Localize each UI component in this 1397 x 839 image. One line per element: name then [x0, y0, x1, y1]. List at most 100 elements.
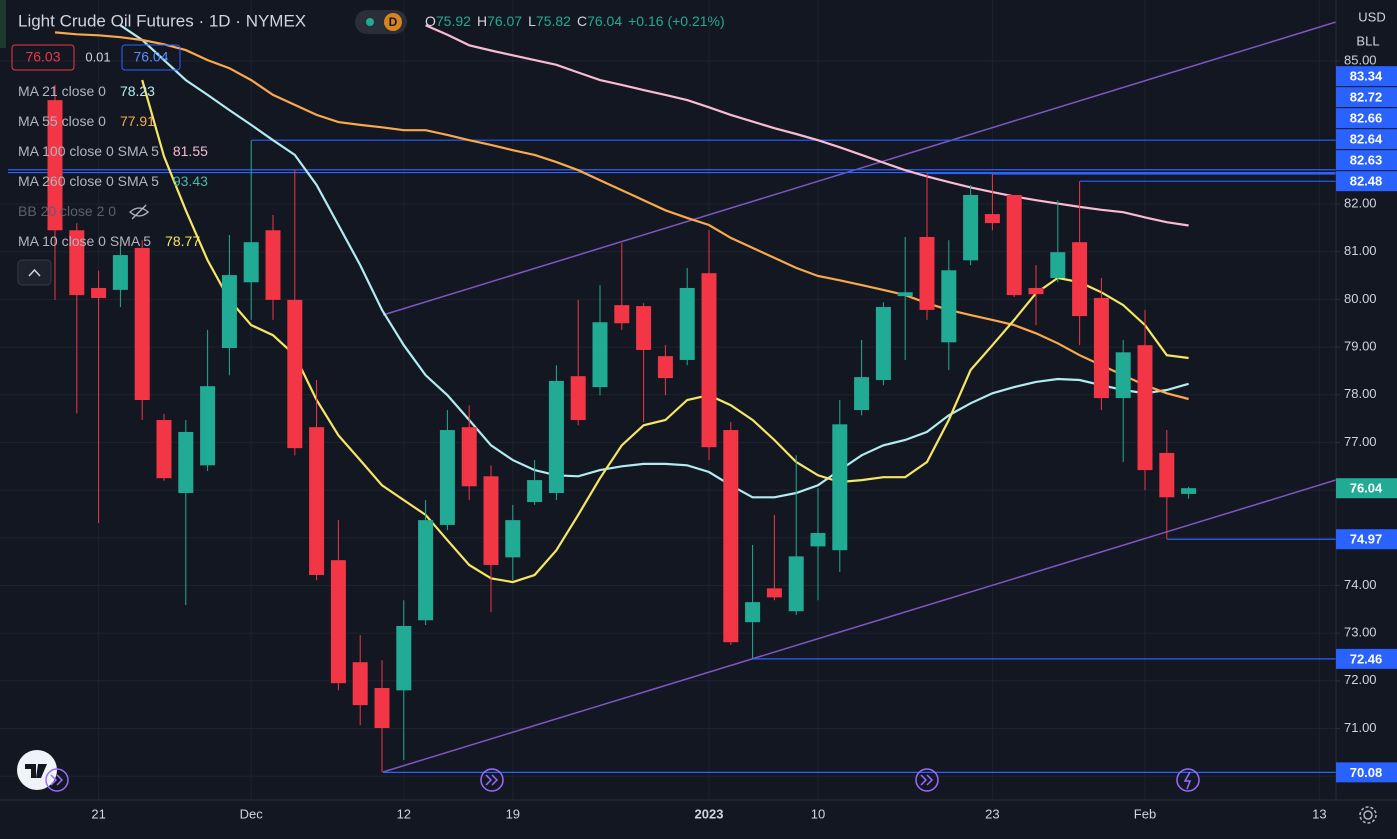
legend-label: MA 21 close 0: [18, 83, 106, 99]
legend-value: 77.91: [120, 113, 155, 129]
candle-body: [614, 305, 630, 324]
candle-body: [1050, 252, 1066, 278]
replay-icons[interactable]: [45, 768, 1200, 792]
legend-entry: BB 20 close 2 0: [18, 203, 116, 219]
price-label: 82.72: [1350, 90, 1383, 105]
price-label-bg: [1336, 87, 1397, 108]
ask-box[interactable]: [121, 44, 181, 71]
price-label: 82.66: [1350, 111, 1383, 126]
y-tick-label: 78.00: [1344, 386, 1377, 401]
candle-body: [178, 431, 194, 493]
candle-body: [657, 356, 673, 379]
price-label-bg: [1336, 66, 1397, 87]
candle-body: [112, 255, 128, 290]
candle-body: [984, 214, 1000, 224]
price-label-bg: [1336, 762, 1397, 783]
candle-body: [330, 560, 346, 684]
currency[interactable]: USD: [1358, 9, 1385, 24]
candle-body: [69, 230, 85, 296]
price-label: 83.34: [1350, 69, 1383, 84]
y-tick-label: 85.00: [1344, 52, 1377, 67]
legend-label: MA 100 close 0 SMA 5: [18, 143, 159, 159]
candle-body: [854, 377, 870, 411]
candle-body: [221, 275, 237, 349]
axes: 70.0071.0072.0073.0074.0075.0076.0077.00…: [91, 52, 1397, 821]
candle-body: [461, 427, 477, 487]
y-tick-label: 80.00: [1344, 291, 1377, 306]
trend-line: [382, 479, 1336, 773]
candle-body: [1028, 287, 1044, 295]
delay-badge: [384, 13, 402, 31]
plot-area: [8, 21, 1336, 773]
price-label-bg: [1336, 648, 1397, 669]
tv-logo[interactable]: [17, 750, 57, 790]
edge-marker: [0, 0, 6, 48]
y-tick-label: 71.00: [1344, 720, 1377, 735]
price-label-bg: [1336, 129, 1397, 150]
ma-line: [119, 24, 1189, 499]
candle-body: [527, 480, 543, 503]
candle-body: [1181, 488, 1197, 494]
candle-body: [483, 476, 499, 565]
candle-body: [679, 287, 695, 360]
price-label: 82.63: [1350, 153, 1383, 168]
bid-box[interactable]: [11, 44, 75, 71]
legend-entry: MA 260 close 0 SMA 5 93.43: [18, 173, 208, 189]
unit[interactable]: BLL: [1356, 33, 1379, 48]
candle-body: [439, 430, 455, 525]
legend-label: BB 20 close 2 0: [18, 203, 116, 219]
y-tick-label: 77.00: [1344, 434, 1377, 449]
legend-value: 78.23: [120, 83, 155, 99]
eye: [129, 204, 150, 220]
candle-body: [897, 292, 913, 297]
candle-body: [745, 602, 761, 623]
candle-body: [723, 430, 739, 643]
collapse-button[interactable]: [17, 259, 52, 286]
price-label: 76.04: [1350, 481, 1383, 496]
legend-value: 78.77: [165, 233, 200, 249]
x-tick-label: 13: [1312, 806, 1326, 821]
price-label: 82.64: [1350, 132, 1383, 147]
legend-label: MA 260 close 0 SMA 5: [18, 173, 159, 189]
x-tick-label: 12: [397, 806, 411, 821]
ohlc-value: 76.07: [487, 13, 522, 29]
price-label-bg: [1336, 171, 1397, 192]
spread: 0.01: [85, 49, 110, 64]
bid: 76.03: [25, 49, 60, 65]
candle-body: [200, 386, 216, 466]
trend-line: [382, 21, 1336, 316]
candle-body: [766, 588, 782, 598]
candle-body: [570, 376, 586, 421]
x-tick-label: 23: [985, 806, 999, 821]
ohlc-label: C: [577, 13, 587, 29]
candle-body: [592, 322, 608, 388]
legend-value: 81.55: [173, 143, 208, 159]
chart-title: Light Crude Oil Futures · 1D · NYMEX: [18, 11, 306, 30]
y-tick-label: 74.00: [1344, 577, 1377, 592]
x-tick-label: 2023: [695, 806, 724, 821]
candle-body: [352, 662, 368, 706]
legend-entry: MA 10 close 0 SMA 5 78.77: [18, 233, 200, 249]
change: +0.16 (+0.21%): [628, 13, 725, 29]
price-label: 70.08: [1350, 765, 1383, 780]
price-label: 82.48: [1350, 174, 1383, 189]
candle-body: [919, 236, 935, 310]
settings-icon[interactable]: [1359, 806, 1377, 824]
candle-body: [374, 687, 390, 729]
candle-body: [134, 247, 150, 400]
candle-body: [287, 299, 303, 449]
candle-body: [156, 420, 172, 479]
x-tick-label: 21: [91, 806, 105, 821]
candle-body: [1137, 345, 1153, 471]
collapse-icon: [28, 268, 41, 277]
market-status: [366, 18, 374, 26]
candle-body: [1093, 297, 1109, 399]
candle-body: [788, 556, 804, 612]
price-label-bg: [1336, 529, 1397, 550]
candle-body: [309, 427, 325, 575]
ask: 76.04: [133, 49, 168, 65]
candle-body: [875, 307, 891, 380]
y-tick-label: 73.00: [1344, 625, 1377, 640]
candle-body: [832, 424, 848, 551]
